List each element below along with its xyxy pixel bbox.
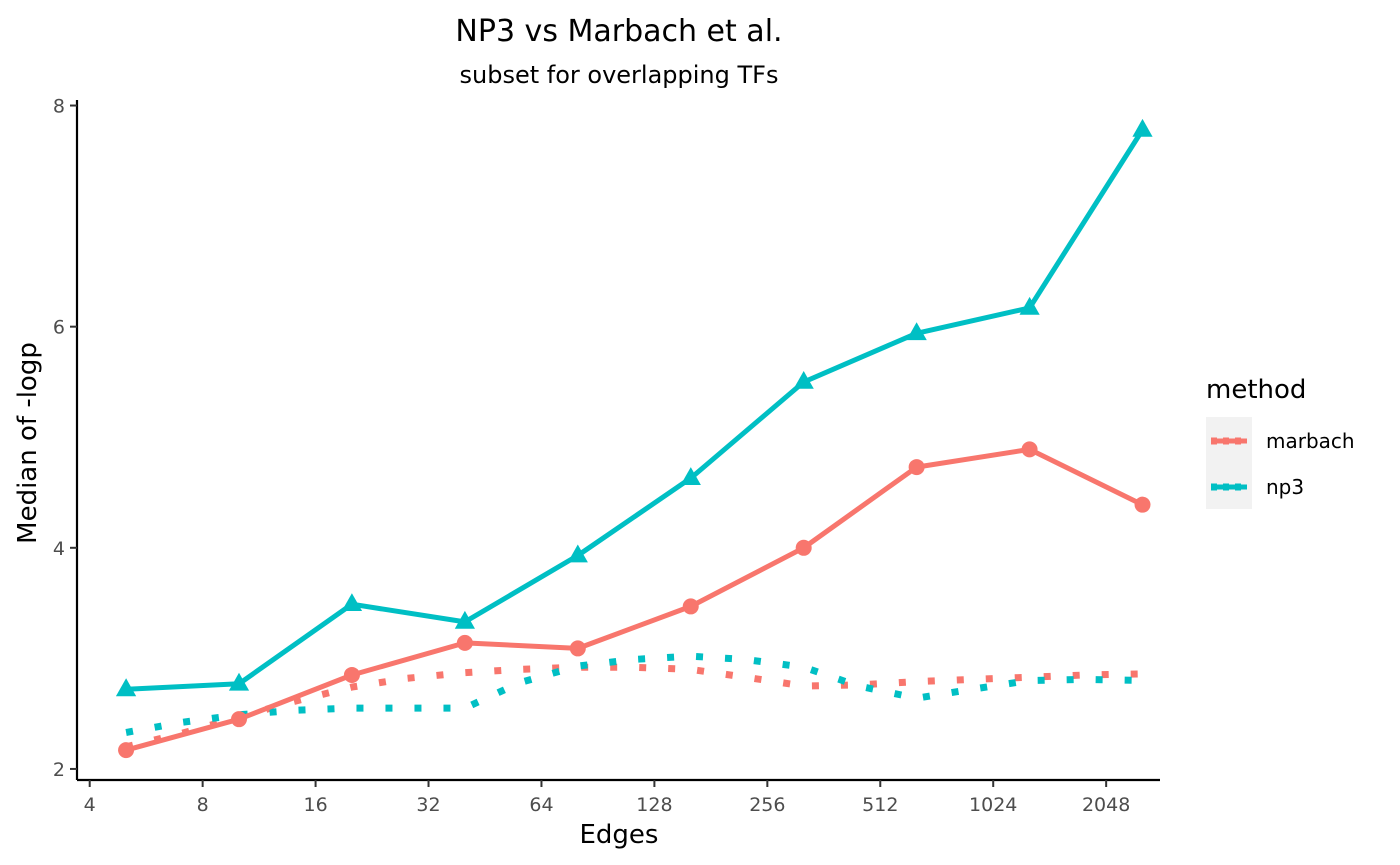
x-tick-label: 512 [862,794,898,816]
x-axis-title: Edges [580,820,659,850]
legend-label-np3: np3 [1266,475,1304,499]
y-tick-label: 8 [53,96,65,118]
legend-key-background [1206,417,1252,509]
x-tick-label: 256 [749,794,785,816]
chart-title: NP3 vs Marbach et al. [455,14,782,49]
data-point-np3 [567,544,588,563]
x-tick-label: 1024 [969,794,1017,816]
data-point-np3 [454,610,475,629]
y-tick-label: 4 [53,538,65,560]
data-point-marbach [1021,441,1038,458]
data-point-np3 [1132,118,1153,137]
data-point-np3 [680,467,701,485]
legend-label-marbach: marbach [1266,429,1355,453]
x-tick-label: 32 [416,794,440,816]
data-point-marbach [231,711,248,728]
legend-items: marbach np3 [1211,429,1355,499]
x-tick-label: 16 [303,794,327,816]
x-tick-label: 2048 [1082,794,1130,816]
chart-subtitle: subset for overlapping TFs [460,61,779,89]
y-axis-title: Median of -logp [13,342,43,544]
trend-line-marbach [125,663,1143,751]
data-point-marbach [118,742,135,759]
series-lines-group [125,128,1145,753]
legend: method marbach np3 [1206,375,1355,509]
legend-title: method [1206,375,1306,405]
y-tick-label: 6 [53,317,65,339]
x-tick-label: 4 [84,794,96,816]
data-point-np3 [793,371,814,389]
data-point-np3 [115,678,137,697]
data-point-np3 [341,593,363,611]
data-point-np3 [228,672,250,691]
data-point-marbach [343,666,360,683]
data-point-np3 [906,322,927,341]
data-point-np3 [1019,296,1040,315]
y-tick-label: 2 [53,759,65,781]
data-point-marbach [908,459,925,476]
data-point-marbach [456,634,473,651]
series-line-np3 [125,128,1145,692]
data-point-marbach [795,539,812,556]
series-line-marbach [125,446,1144,753]
data-point-marbach [682,598,699,615]
markers-group [115,118,1153,759]
x-tick-label: 128 [636,794,672,816]
trend-line-np3 [125,652,1143,736]
data-point-marbach [1134,496,1151,513]
x-tick-label: 64 [529,794,553,816]
x-tick-label: 8 [197,794,209,816]
data-point-marbach [569,640,586,657]
